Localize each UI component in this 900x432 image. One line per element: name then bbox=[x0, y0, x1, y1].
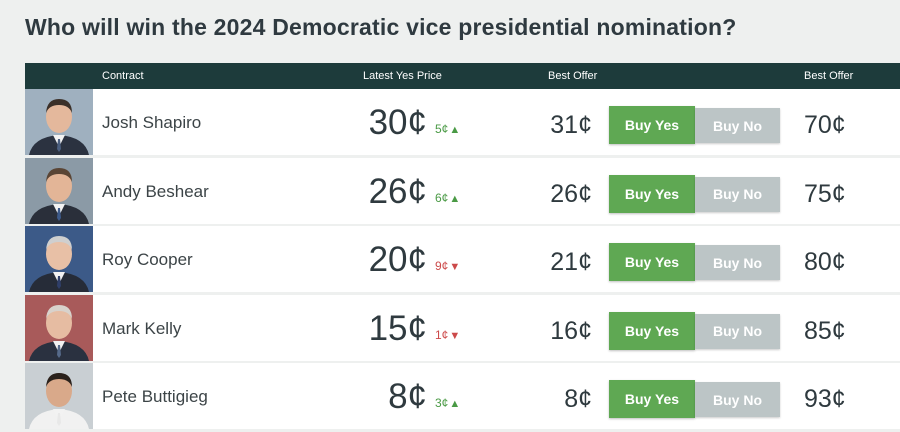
best-offer-no: 85¢ bbox=[804, 316, 846, 345]
market-table: Contract Latest Yes Price Best Offer Bes… bbox=[25, 63, 900, 432]
candidate-avatar bbox=[25, 157, 93, 224]
candidate-name: Josh Shapiro bbox=[102, 113, 202, 132]
best-offer-yes: 21¢ bbox=[550, 248, 592, 277]
buy-yes-button[interactable]: Buy Yes bbox=[609, 106, 695, 144]
candidate-avatar bbox=[25, 89, 93, 155]
contract-list: Josh Shapiro 30¢ 5¢▲ 31¢ Buy Yes Buy No … bbox=[25, 89, 900, 430]
buy-no-button[interactable]: Buy No bbox=[695, 245, 780, 281]
portrait-icon bbox=[25, 363, 93, 430]
portrait-icon bbox=[25, 157, 93, 224]
price-change: 5¢▲ bbox=[435, 122, 461, 136]
price-change: 9¢▼ bbox=[435, 259, 461, 274]
best-offer-no: 75¢ bbox=[804, 179, 846, 208]
buy-yes-button[interactable]: Buy Yes bbox=[609, 174, 695, 213]
buy-no-button[interactable]: Buy No bbox=[695, 382, 780, 418]
candidate-avatar bbox=[25, 294, 93, 361]
candidate-avatar bbox=[25, 226, 93, 293]
trend-arrow-icon: ▼ bbox=[449, 261, 461, 274]
buy-yes-button[interactable]: Buy Yes bbox=[609, 311, 695, 350]
latest-yes-price: 20¢ bbox=[368, 240, 427, 280]
candidate-name: Pete Buttigieg bbox=[102, 387, 208, 407]
price-change: 3¢▲ bbox=[435, 396, 461, 411]
portrait-icon bbox=[25, 294, 93, 361]
price-change: 1¢▼ bbox=[435, 327, 461, 342]
latest-yes-price: 30¢ bbox=[368, 103, 427, 142]
latest-yes-price: 26¢ bbox=[368, 171, 427, 211]
trend-arrow-icon: ▲ bbox=[449, 398, 461, 411]
candidate-name: Roy Cooper bbox=[102, 250, 193, 270]
header-best-offer-no: Best Offer bbox=[804, 70, 854, 82]
buy-yes-button[interactable]: Buy Yes bbox=[609, 380, 695, 419]
best-offer-yes: 31¢ bbox=[550, 111, 592, 139]
best-offer-yes: 16¢ bbox=[550, 316, 592, 345]
header-best-offer-yes: Best Offer bbox=[548, 70, 598, 82]
header-latest-yes-price: Latest Yes Price bbox=[363, 70, 442, 82]
contract-row: Andy Beshear 26¢ 6¢▲ 26¢ Buy Yes Buy No … bbox=[25, 157, 900, 224]
trend-arrow-icon: ▲ bbox=[449, 192, 461, 205]
contract-row: Mark Kelly 15¢ 1¢▼ 16¢ Buy Yes Buy No 85… bbox=[25, 294, 900, 361]
best-offer-yes: 26¢ bbox=[550, 179, 592, 208]
price-change: 6¢▲ bbox=[435, 190, 461, 205]
best-offer-no: 80¢ bbox=[804, 248, 846, 277]
candidate-avatar bbox=[25, 363, 93, 430]
table-header: Contract Latest Yes Price Best Offer Bes… bbox=[25, 63, 900, 89]
best-offer-no: 70¢ bbox=[804, 111, 846, 139]
contract-row: Pete Buttigieg 8¢ 3¢▲ 8¢ Buy Yes Buy No … bbox=[25, 363, 900, 430]
portrait-icon bbox=[25, 226, 93, 293]
page-title: Who will win the 2024 Democratic vice pr… bbox=[25, 14, 737, 40]
trend-arrow-icon: ▲ bbox=[449, 124, 461, 136]
latest-yes-price: 15¢ bbox=[368, 308, 427, 348]
candidate-name: Mark Kelly bbox=[102, 318, 182, 338]
trend-arrow-icon: ▼ bbox=[449, 329, 461, 342]
portrait-icon bbox=[25, 89, 93, 155]
contract-row: Roy Cooper 20¢ 9¢▼ 21¢ Buy Yes Buy No 80… bbox=[25, 226, 900, 293]
best-offer-yes: 8¢ bbox=[564, 385, 592, 414]
buy-no-button[interactable]: Buy No bbox=[695, 176, 780, 212]
contract-row: Josh Shapiro 30¢ 5¢▲ 31¢ Buy Yes Buy No … bbox=[25, 89, 900, 155]
latest-yes-price: 8¢ bbox=[388, 377, 427, 417]
candidate-name: Andy Beshear bbox=[102, 181, 209, 201]
buy-yes-button[interactable]: Buy Yes bbox=[609, 243, 695, 282]
buy-no-button[interactable]: Buy No bbox=[695, 313, 780, 349]
best-offer-no: 93¢ bbox=[804, 385, 846, 414]
buy-no-button[interactable]: Buy No bbox=[695, 108, 780, 143]
header-contract: Contract bbox=[102, 70, 144, 82]
